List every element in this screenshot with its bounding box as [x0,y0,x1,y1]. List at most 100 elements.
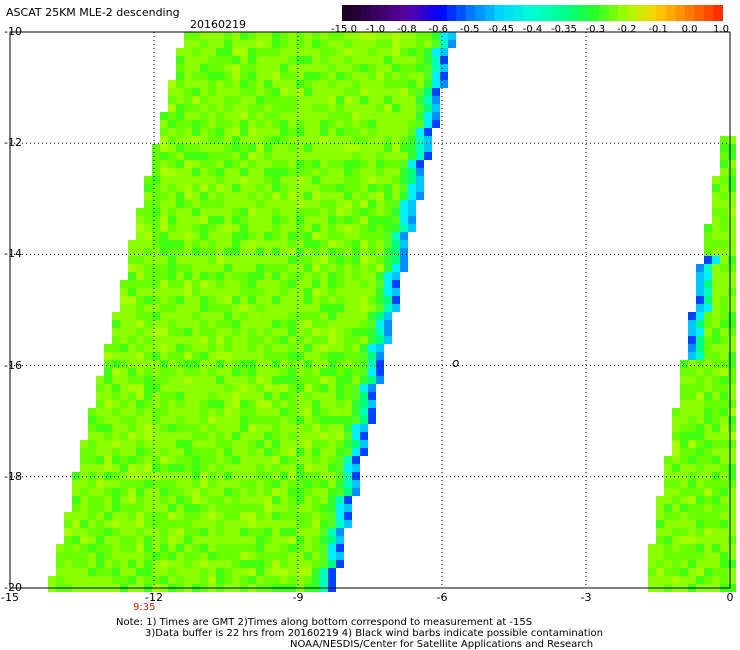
swath-cell [264,400,272,408]
swath-cell [288,488,296,496]
swath-cell [272,176,280,184]
swath-cell [264,152,272,160]
swath-cell [256,152,264,160]
swath-cell [312,208,320,216]
swath-cell [200,184,208,192]
swath-cell [192,176,200,184]
swath-cell [304,360,312,368]
swath-cell [272,496,280,504]
swath-cell [336,232,344,240]
swath-cell [344,208,352,216]
swath-cell [360,40,368,48]
swath-cell [432,56,440,64]
swath-cell [264,512,272,520]
swath-cell [176,64,184,72]
swath-cell [680,432,688,440]
swath-cell [280,240,288,248]
swath-cell [168,272,176,280]
swath-cell [208,232,216,240]
swath-cell [696,408,704,416]
swath-cell [112,512,120,520]
swath-cell [208,72,216,80]
swath-cell [720,144,728,152]
swath-cell [128,544,136,552]
swath-cell [696,392,704,400]
swath-cell [272,352,280,360]
swath-cell [144,184,152,192]
swath-cell [184,376,192,384]
swath-cell [168,264,176,272]
swath-cell [400,160,408,168]
swath-cell [432,72,440,80]
swath-cell [280,152,288,160]
swath-cell [344,112,352,120]
swath-cell [200,328,208,336]
swath-cell [376,32,384,40]
swath-cell [360,304,368,312]
swath-cell [384,192,392,200]
swath-cell [248,496,256,504]
swath-cell [176,80,184,88]
swath-cell [728,144,736,152]
swath-cell [360,336,368,344]
swath-cell [696,288,704,296]
swath-cell [280,544,288,552]
swath-cell [320,320,328,328]
swath-cell [680,368,688,376]
swath-cell [728,200,736,208]
swath-cell [192,536,200,544]
swath-cell [688,496,696,504]
swath-cell [704,560,712,568]
swath-cell [392,96,400,104]
swath-cell [272,320,280,328]
swath-cell [344,128,352,136]
swath-cell [176,264,184,272]
swath-cell [696,504,704,512]
swath-cell [320,200,328,208]
swath-cell [336,216,344,224]
swath-cell [312,368,320,376]
swath-cell [288,224,296,232]
swath-cell [432,120,440,128]
swath-cell [232,560,240,568]
swath-cell [192,464,200,472]
swath-cell [160,464,168,472]
swath-cell [128,280,136,288]
swath-cell [384,248,392,256]
swath-cell [200,240,208,248]
swath-cell [192,384,200,392]
swath-cell [672,528,680,536]
swath-cell [192,568,200,576]
swath-cell [256,128,264,136]
swath-cell [152,312,160,320]
swath-cell [704,472,712,480]
swath-cell [704,320,712,328]
swath-cell [120,488,128,496]
swath-cell [184,104,192,112]
swath-cell [328,424,336,432]
swath-cell [208,416,216,424]
swath-cell [160,384,168,392]
swath-cell [256,80,264,88]
swath-cell [136,416,144,424]
swath-cell [696,536,704,544]
swath-cell [136,352,144,360]
swath-cell [216,96,224,104]
swath-cell [168,240,176,248]
swath-cell [384,224,392,232]
swath-cell [264,192,272,200]
swath-cell [272,328,280,336]
swath-cell [320,360,328,368]
swath-cell [240,216,248,224]
swath-cell [360,440,368,448]
swath-cell [376,192,384,200]
swath-cell [176,296,184,304]
swath-cell [296,152,304,160]
swath-cell [160,144,168,152]
swath-cell [712,456,720,464]
swath-cell [344,312,352,320]
swath-cell [184,520,192,528]
swath-cell [368,304,376,312]
swath-cell [360,80,368,88]
swath-cell [136,560,144,568]
